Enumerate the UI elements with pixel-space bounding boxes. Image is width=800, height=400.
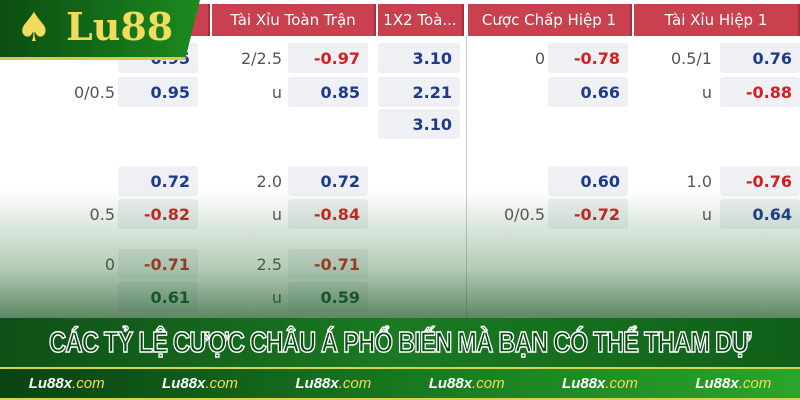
handicap-line (485, 77, 545, 107)
domain-suffix: .com (605, 375, 638, 392)
odds-value[interactable]: 3.10 (378, 109, 460, 139)
domain-suffix: .com (338, 375, 372, 392)
odds-value[interactable]: 0.66 (548, 77, 628, 107)
green-overlay (0, 190, 800, 320)
footer-strip: Lu88x.com Lu88x.com Lu88x.com Lu88x.com Lu88… (0, 367, 800, 400)
footer-domain: Lu88x.com (695, 375, 771, 392)
odds-value[interactable]: 0.95 (118, 77, 198, 107)
handicap-line: 0/0.5 (73, 82, 115, 102)
column-header[interactable]: Tài Xỉu Hiệp 1 (634, 4, 800, 36)
brand: Lu88x (295, 375, 339, 392)
footer-domain: Lu88x.com (29, 375, 105, 392)
footer-domain: Lu88x.com (429, 375, 505, 392)
odds-value[interactable]: -0.97 (288, 43, 368, 73)
column-divider (466, 36, 467, 326)
banner-title: CÁC TỶ LỆ CƯỢC CHÂU Á PHỔ BIẾN MÀ BẠN CÓ… (49, 326, 752, 360)
odds-value[interactable]: -0.78 (548, 43, 628, 73)
odds-value[interactable]: 3.10 (378, 43, 460, 73)
brand: Lu88x (428, 375, 473, 392)
banner: CÁC TỶ LỆ CƯỢC CHÂU Á PHỔ BIẾN MÀ BẠN CÓ… (0, 318, 800, 368)
brand: Lu88x (162, 375, 206, 392)
odds-value[interactable]: 2.21 (378, 77, 460, 107)
domain-suffix: .com (72, 375, 105, 392)
domain-suffix: .com (205, 375, 238, 392)
handicap-line: 1.0 (686, 171, 712, 191)
odds-value[interactable]: 0.85 (288, 77, 368, 107)
column-header[interactable]: Tài Xỉu Toàn Trận (212, 4, 376, 36)
footer-domain: Lu88x.com (295, 375, 371, 392)
domain-suffix: .com (472, 375, 505, 392)
handicap-line: 0 (534, 48, 545, 68)
footer-domain: Lu88x.com (162, 375, 238, 392)
brand: Lu88x (562, 375, 606, 392)
column-header[interactable]: Cược Chấp Hiệp 1 (468, 4, 632, 36)
handicap-line: u (701, 82, 712, 102)
handicap-line: 0.5/1 (670, 48, 712, 68)
brand: Lu88x (28, 375, 73, 392)
handicap-line: 2/2.5 (240, 48, 282, 68)
footer-domain: Lu88x.com (562, 375, 638, 392)
logo: ♠ Lu88 (0, 0, 200, 60)
spade-king-icon: ♠ (16, 5, 52, 51)
column-header[interactable]: 1X2 Toà... (378, 4, 464, 36)
logo-text: Lu88 (66, 4, 174, 49)
brand: Lu88x (695, 375, 739, 392)
handicap-line: u (271, 82, 282, 102)
handicap-line: 2.0 (256, 171, 282, 191)
odds-value[interactable]: -0.88 (720, 77, 800, 107)
odds-value[interactable]: 0.76 (720, 43, 800, 73)
domain-suffix: .com (738, 375, 772, 392)
